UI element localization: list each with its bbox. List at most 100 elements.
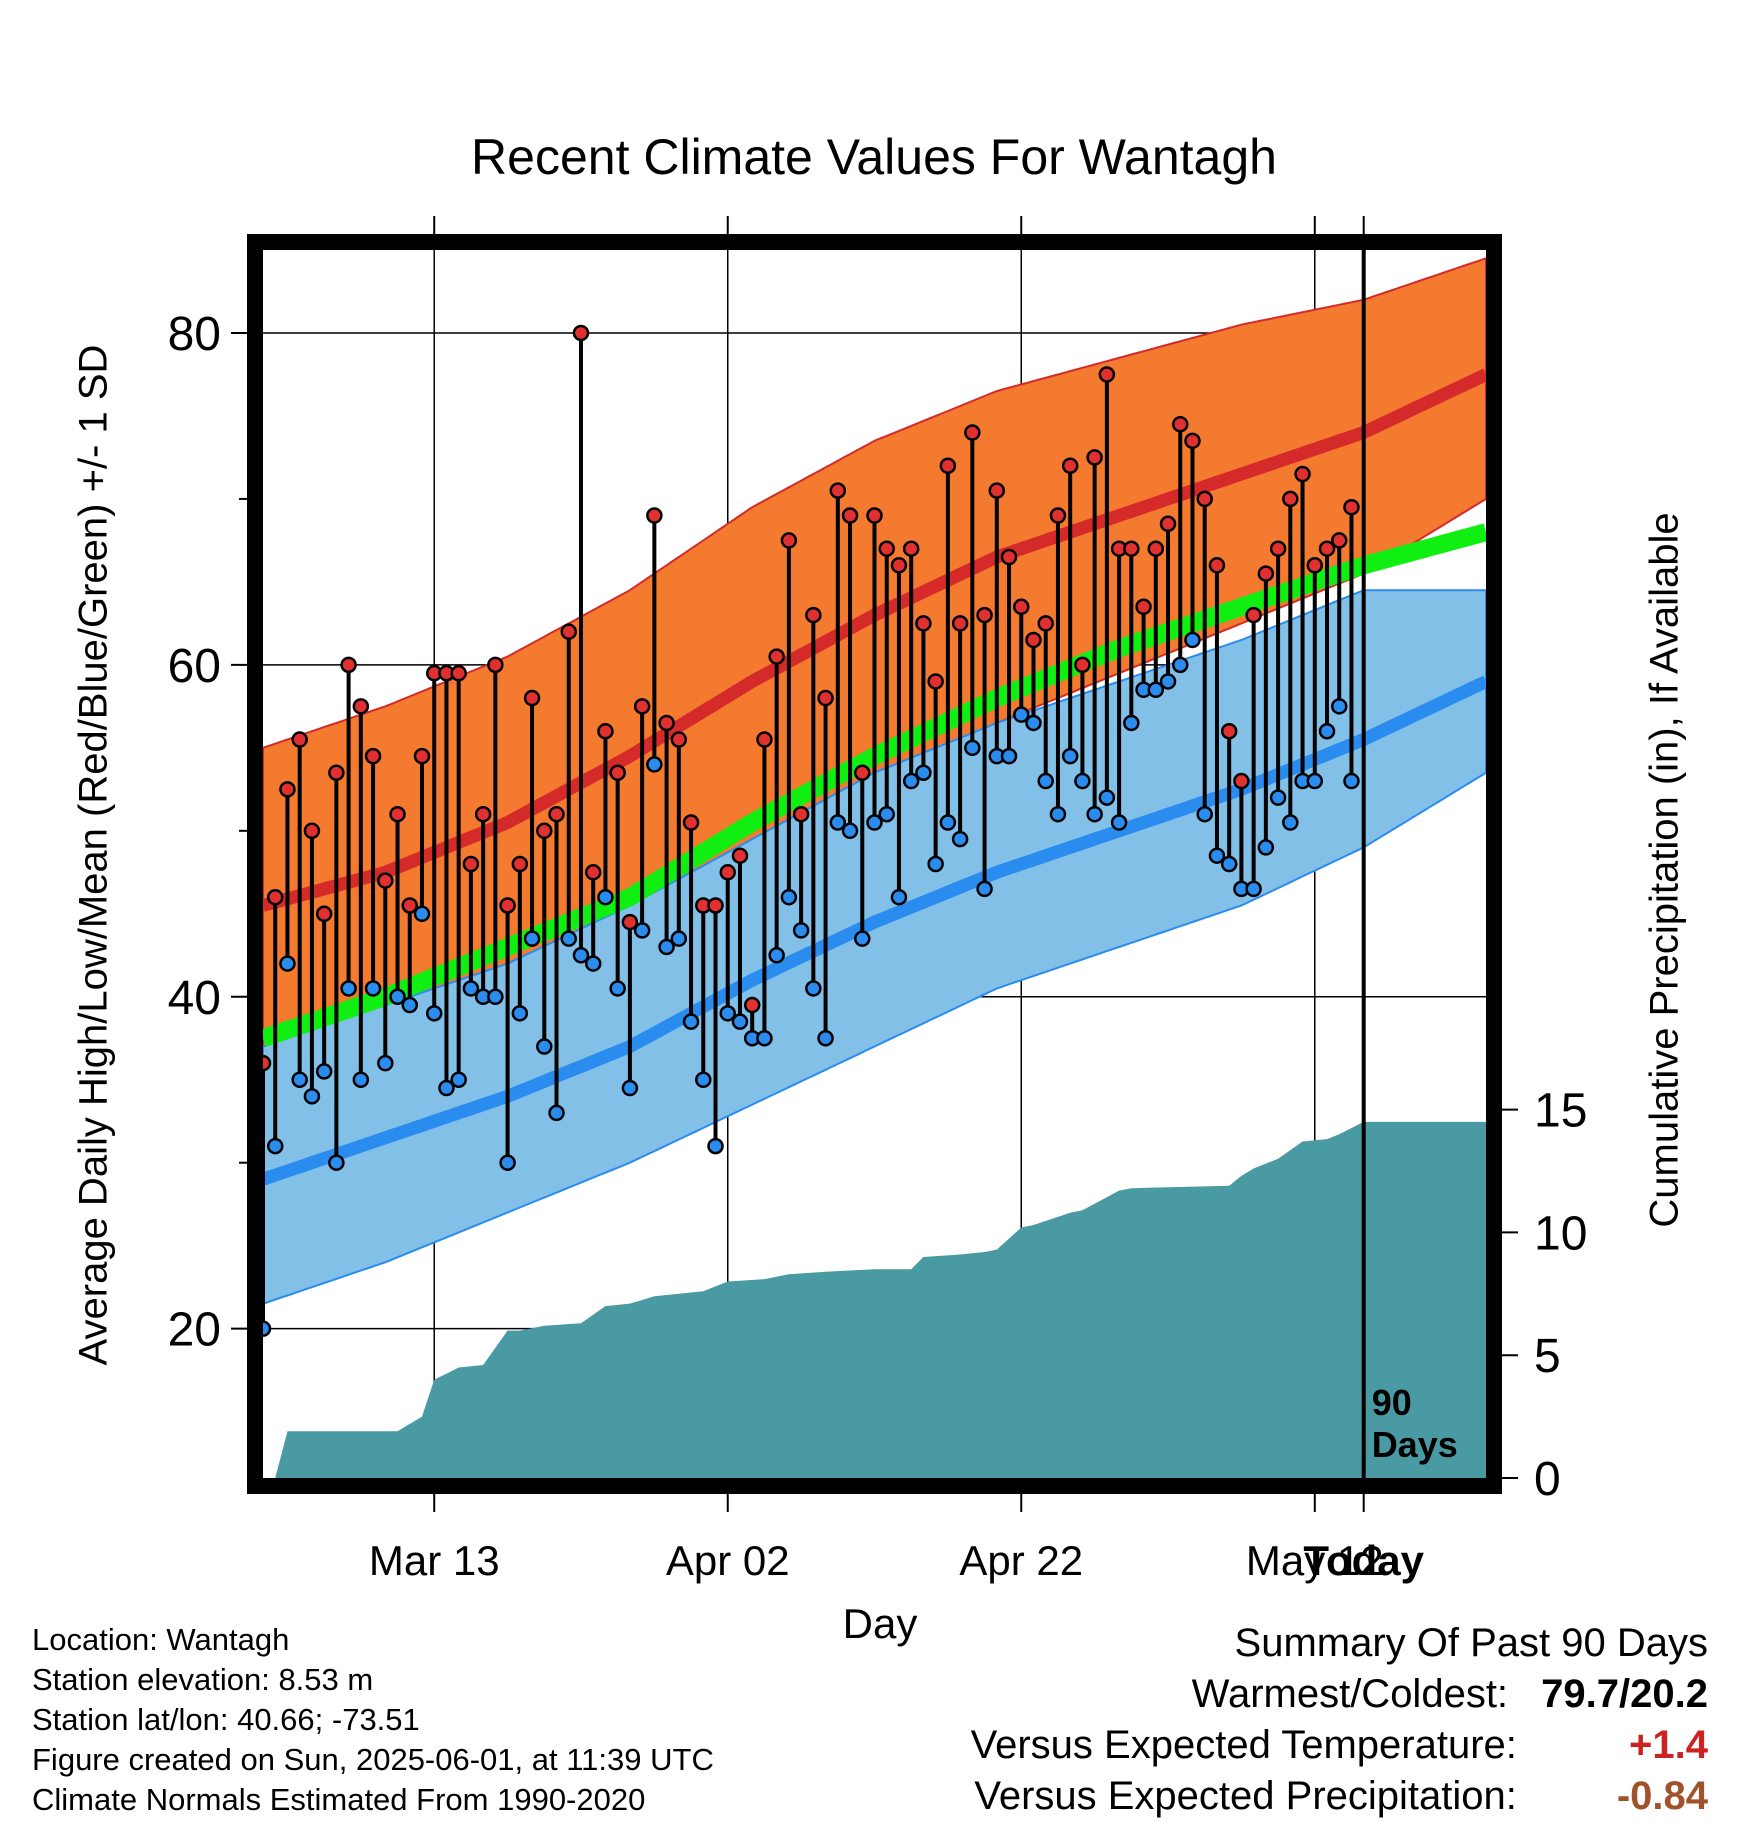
low-point <box>1343 772 1360 790</box>
high-point <box>1233 772 1250 790</box>
precip-label: Versus Expected Precipitation: <box>974 1774 1517 1818</box>
high-point <box>303 822 321 840</box>
high-point <box>1294 465 1311 483</box>
plot-frame <box>247 234 1502 1494</box>
low-point <box>523 930 541 947</box>
low-sd-band <box>263 589 1486 1305</box>
summary-panel: Summary Of Past 90 Days Warmest/Coldest:… <box>971 1618 1708 1822</box>
high-point <box>1196 490 1213 508</box>
high-point <box>988 482 1006 499</box>
high-point <box>548 805 565 823</box>
y-left-tick-label: 60 <box>168 640 221 693</box>
low-point <box>1074 772 1091 790</box>
low-point <box>303 1088 321 1105</box>
high-point <box>805 606 822 624</box>
low-point <box>646 756 663 773</box>
high-point <box>450 664 467 682</box>
high-point <box>340 656 357 674</box>
info-elevation: Station elevation: 8.53 m <box>32 1662 374 1697</box>
low-point <box>462 980 480 997</box>
low-point <box>572 947 590 964</box>
low-point <box>1147 681 1165 699</box>
high-point <box>1257 565 1275 582</box>
x-tick-label: Apr 22 <box>959 1537 1083 1584</box>
low-point <box>425 1005 443 1022</box>
high-point <box>1318 540 1336 557</box>
high-point <box>841 507 859 524</box>
high-point <box>1159 515 1177 533</box>
low-point <box>1049 805 1067 823</box>
low-point <box>1013 706 1030 723</box>
high-point <box>939 457 957 474</box>
precip-area <box>263 1121 1486 1478</box>
low-point <box>1318 722 1336 740</box>
low-point <box>597 888 614 906</box>
info-latlon: Station lat/lon: 40.66; -73.51 <box>32 1702 420 1737</box>
high-point <box>291 731 308 748</box>
high-point <box>572 324 590 342</box>
high-point <box>584 864 602 881</box>
low-point <box>1269 789 1287 806</box>
high-point <box>1343 498 1360 516</box>
high-point <box>768 648 785 665</box>
low-point <box>1245 880 1262 898</box>
high-point <box>389 805 406 823</box>
temp-label: Versus Expected Temperature: <box>970 1723 1517 1767</box>
high-point <box>1147 540 1165 557</box>
x-tick-label: Apr 02 <box>666 1537 790 1584</box>
low-point <box>1257 839 1275 856</box>
today-label-days: Days <box>1372 1424 1458 1465</box>
high-point <box>964 424 981 441</box>
high-point <box>829 482 847 499</box>
low-point <box>695 1071 712 1088</box>
high-point <box>976 606 993 624</box>
low-point <box>340 980 357 997</box>
low-point <box>401 996 419 1014</box>
low-point <box>890 888 908 906</box>
high-point <box>1098 366 1116 383</box>
high-point <box>621 913 639 931</box>
low-point <box>902 772 920 790</box>
low-point <box>1061 747 1079 765</box>
high-point <box>1013 598 1030 616</box>
high-point <box>413 747 431 765</box>
low-point <box>878 805 895 823</box>
low-point <box>951 830 969 848</box>
high-point <box>499 897 516 914</box>
low-point <box>291 1071 308 1088</box>
low-point <box>1172 656 1189 674</box>
low-point <box>682 1013 700 1030</box>
summary-temp: Versus Expected Temperature: +1.4 <box>971 1720 1708 1771</box>
high-point <box>560 623 577 640</box>
low-point <box>499 1154 516 1171</box>
high-point <box>263 1054 272 1072</box>
high-point <box>487 656 504 674</box>
high-point <box>817 689 834 707</box>
summary-warm-cold: Warmest/Coldest: 79.7/20.2 <box>971 1669 1708 1720</box>
low-point <box>1220 855 1238 873</box>
high-point <box>364 747 382 765</box>
high-point <box>1184 432 1201 450</box>
high-point <box>890 557 908 574</box>
low-point <box>915 764 932 781</box>
x-tick-label: May 12 <box>1246 1537 1384 1584</box>
y-axis-right-label: Cumulative Precipitation (in), If Availa… <box>1642 512 1687 1228</box>
x-axis-label: Day <box>842 1600 918 1647</box>
low-point <box>829 814 847 831</box>
high-point <box>866 507 883 524</box>
low-point <box>633 922 651 939</box>
y-axis-left-label: Average Daily High/Low/Mean (Red/Blue/Gr… <box>71 344 116 1366</box>
low-point <box>263 1320 272 1337</box>
high-point <box>646 507 663 524</box>
high-point <box>1074 656 1091 674</box>
plot-area <box>263 250 1486 1478</box>
y-right-tick-label: 10 <box>1534 1207 1587 1260</box>
high-point <box>1037 615 1054 632</box>
low-point <box>560 930 577 947</box>
low-point <box>841 822 859 840</box>
low-point <box>964 739 981 757</box>
high-point <box>1208 557 1226 574</box>
high-point <box>633 698 651 715</box>
temp-value: +1.4 <box>1629 1723 1708 1767</box>
